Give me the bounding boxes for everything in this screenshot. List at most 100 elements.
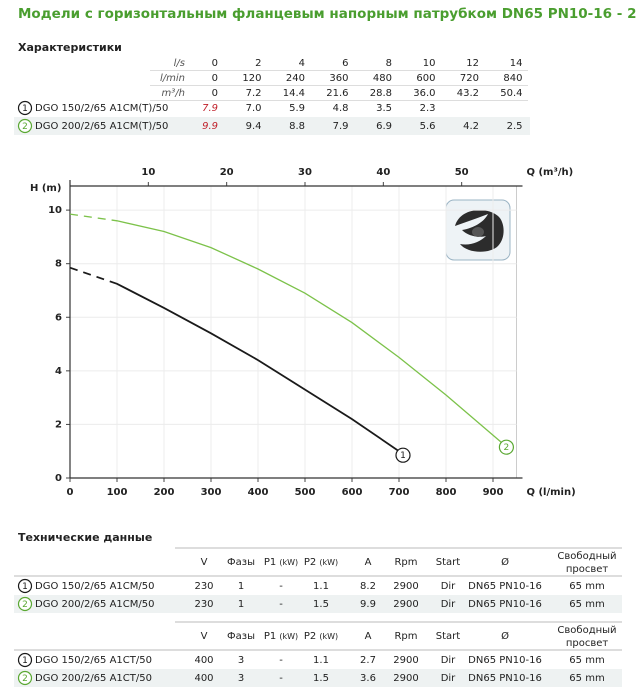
column-header: Ø <box>501 630 509 642</box>
badge-circle <box>17 670 33 686</box>
column-header: Фазы <box>227 631 255 642</box>
column-header: Start <box>436 557 461 568</box>
badge-circle <box>17 652 33 668</box>
header-unit: (kW) <box>279 632 298 641</box>
row-background <box>14 669 622 687</box>
column-header: V <box>201 631 208 642</box>
x2-tick-label: 30 <box>298 167 312 178</box>
y-tick-label: 8 <box>55 259 62 270</box>
badge-circle <box>17 578 33 594</box>
cell: 2900 <box>393 673 418 684</box>
unit-label: l/min <box>160 73 185 84</box>
model-name: DGO 150/2/65 A1CT/50 <box>35 655 152 666</box>
cell: 1 <box>238 599 244 610</box>
row-background <box>14 117 530 135</box>
badge-circle <box>17 596 33 612</box>
cell: 3 <box>238 673 244 684</box>
unit-value: 12 <box>466 58 479 69</box>
badge-circle <box>17 118 33 134</box>
head-value: 4.8 <box>333 103 349 114</box>
cell: 230 <box>194 581 213 592</box>
unit-value: 360 <box>329 73 348 84</box>
column-header: P2 (kW) <box>304 631 338 642</box>
header-line: Свободный <box>557 625 616 636</box>
cell: 3.6 <box>360 673 376 684</box>
x2-tick-label: 50 <box>455 167 469 178</box>
x2-tick-label: 40 <box>376 167 390 178</box>
badge-label: 1 <box>22 104 28 114</box>
head-value: 2.3 <box>420 103 436 114</box>
column-header: P2 (kW) <box>304 557 338 568</box>
curve <box>69 213 503 444</box>
cell: - <box>279 581 283 592</box>
unit-value: 4 <box>299 58 305 69</box>
header-name: P2 <box>304 631 320 642</box>
model-name: DGO 200/2/65 A1CM/50 <box>35 599 155 610</box>
unit-value: 50.4 <box>500 88 522 99</box>
column-header: Rpm <box>394 631 417 642</box>
head-value: 7.9 <box>333 121 349 132</box>
column-header: Start <box>436 631 461 642</box>
unit-label: m³/h <box>162 88 185 99</box>
cell: 2900 <box>393 599 418 610</box>
model-name: DGO 200/2/65 A1CT/50 <box>35 673 152 684</box>
column-header: P1 (kW) <box>264 631 298 642</box>
impeller-image <box>445 199 511 261</box>
page-title: Модели с горизонтальным фланцевым напорн… <box>18 6 640 22</box>
section-heading: Характеристики <box>18 41 122 54</box>
x-tick-label: 200 <box>154 487 175 498</box>
column-header: Свободный просвет <box>557 551 616 575</box>
head-value: 9.4 <box>246 121 262 132</box>
column-header: Свободный просвет <box>557 625 616 649</box>
unit-value: 120 <box>242 73 261 84</box>
unit-value: 14.4 <box>283 88 305 99</box>
x2-tick-label: 20 <box>220 167 234 178</box>
unit-value: 6 <box>342 58 348 69</box>
unit-label: l/s <box>174 58 185 69</box>
head-value: 3.5 <box>376 103 392 114</box>
badge-circle <box>498 439 514 455</box>
unit-value: 480 <box>373 73 392 84</box>
cell: 2900 <box>393 655 418 666</box>
head-value: 6.9 <box>376 121 392 132</box>
row-background <box>14 595 622 613</box>
x-tick-label: 0 <box>67 487 74 498</box>
x-tick-label: 100 <box>107 487 128 498</box>
badge-label: 2 <box>22 674 28 684</box>
dash-gap <box>69 266 118 286</box>
dash-gap <box>69 212 118 223</box>
model-name: DGO 200/2/65 A1CM(T)/50 <box>35 121 168 132</box>
head-value: 7.0 <box>246 103 262 114</box>
badge-circle <box>17 100 33 116</box>
column-header: A <box>365 631 372 642</box>
badge-label: 1 <box>22 582 28 592</box>
cell: 8.2 <box>360 581 376 592</box>
column-header: Фазы <box>227 557 255 568</box>
cell: Dir <box>441 581 456 592</box>
cell: Dir <box>441 599 456 610</box>
header-name: P2 <box>304 557 320 568</box>
header-name: P1 <box>264 631 280 642</box>
cell: - <box>279 673 283 684</box>
column-header: Rpm <box>394 557 417 568</box>
cell: DN65 PN10-16 <box>468 655 542 666</box>
cell: DN65 PN10-16 <box>468 599 542 610</box>
cell: 65 mm <box>569 673 604 684</box>
unit-value: 720 <box>460 73 479 84</box>
head-value: 7.9 <box>202 103 218 114</box>
unit-value: 36.0 <box>413 88 435 99</box>
y-tick-label: 4 <box>55 366 62 377</box>
head-value: 9.9 <box>202 121 218 132</box>
head-value: 2.5 <box>507 121 523 132</box>
y-tick-label: 0 <box>55 473 62 484</box>
unit-value: 7.2 <box>246 88 262 99</box>
x-tick-label: 500 <box>295 487 316 498</box>
unit-value: 21.6 <box>326 88 348 99</box>
head-value: 5.6 <box>420 121 436 132</box>
curve <box>69 266 400 452</box>
x2-axis-title: Q (m³/h) <box>527 167 574 178</box>
head-value: 8.8 <box>289 121 305 132</box>
x-tick-label: 600 <box>342 487 363 498</box>
cell: 9.9 <box>360 599 376 610</box>
